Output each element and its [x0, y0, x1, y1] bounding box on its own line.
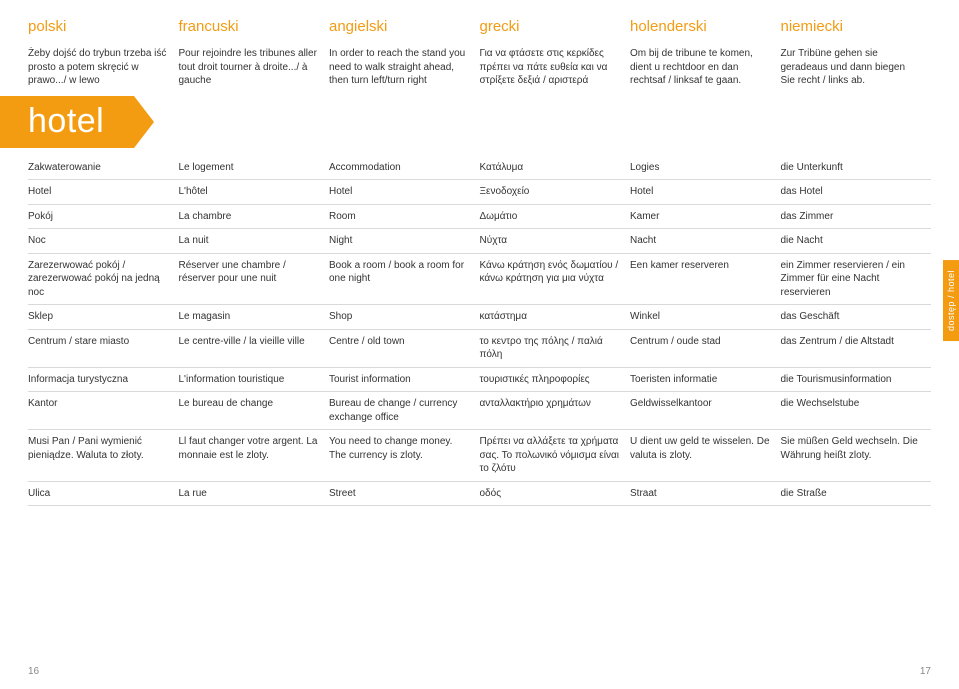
table-cell: Geldwisselkantoor — [630, 392, 781, 429]
table-cell: Ll faut changer votre argent. La monnaie… — [179, 430, 330, 481]
table-row: NocLa nuitNightΝύχταNachtdie Nacht — [28, 229, 931, 254]
table-cell: La rue — [179, 482, 330, 506]
table-cell: La chambre — [179, 205, 330, 229]
table-cell: Sklep — [28, 305, 179, 329]
table-cell: das Geschäft — [781, 305, 932, 329]
table-cell: Centrum / oude stad — [630, 330, 781, 367]
table-cell: Sie müßen Geld wechseln. Die Währung hei… — [781, 430, 932, 481]
table-cell: Le bureau de change — [179, 392, 330, 429]
table-cell: Ulica — [28, 482, 179, 506]
table-cell: das Zimmer — [781, 205, 932, 229]
table-cell: Πρέπει να αλλάξετε τα χρήματα σας. Το πο… — [480, 430, 631, 481]
table-row: Zarezerwować pokój / zarezerwować pokój … — [28, 254, 931, 306]
table-cell: Room — [329, 205, 480, 229]
intro-cell: Pour rejoindre les tribunes aller tout d… — [179, 47, 330, 88]
table-cell: κατάστημα — [480, 305, 631, 329]
table-cell: die Unterkunft — [781, 156, 932, 180]
table-cell: Δωμάτιο — [480, 205, 631, 229]
table-cell: ein Zimmer reservieren / ein Zimmer für … — [781, 254, 932, 305]
table-cell: Noc — [28, 229, 179, 253]
table-row: UlicaLa rueStreetοδόςStraatdie Straße — [28, 482, 931, 507]
table-cell: το κεντρο της πόλης / παλιά πόλη — [480, 330, 631, 367]
table-cell: Kantor — [28, 392, 179, 429]
table-cell: Shop — [329, 305, 480, 329]
table-cell: Een kamer reserveren — [630, 254, 781, 305]
table-cell: U dient uw geld te wisselen. De valuta i… — [630, 430, 781, 481]
table-row: Informacja turystycznaL'information tour… — [28, 368, 931, 393]
table-cell: Logies — [630, 156, 781, 180]
page-footer: 16 17 — [28, 666, 931, 677]
phrase-table: ZakwaterowanieLe logementAccommodationΚα… — [28, 156, 931, 507]
table-row: Musi Pan / Pani wymienić pieniądze. Walu… — [28, 430, 931, 482]
table-cell: die Straße — [781, 482, 932, 506]
header-holenderski: holenderski — [630, 18, 781, 41]
table-cell: Hotel — [630, 180, 781, 204]
header-francuski: francuski — [179, 18, 330, 41]
table-cell: Winkel — [630, 305, 781, 329]
table-cell: Informacja turystyczna — [28, 368, 179, 392]
page-number-left: 16 — [28, 666, 39, 677]
table-cell: Le magasin — [179, 305, 330, 329]
table-cell: La nuit — [179, 229, 330, 253]
table-cell: Nacht — [630, 229, 781, 253]
intro-cell: In order to reach the stand you need to … — [329, 47, 480, 88]
table-cell: Centre / old town — [329, 330, 480, 367]
table-cell: das Zentrum / die Altstadt — [781, 330, 932, 367]
table-cell: Street — [329, 482, 480, 506]
side-tab: dostęp / hotel — [943, 260, 959, 341]
table-row: ZakwaterowanieLe logementAccommodationΚα… — [28, 156, 931, 181]
table-cell: Νύχτα — [480, 229, 631, 253]
table-cell: Tourist information — [329, 368, 480, 392]
table-row: HotelL'hôtelHotelΞενοδοχείοHoteldas Hote… — [28, 180, 931, 205]
table-cell: Night — [329, 229, 480, 253]
intro-cell: Żeby dojść do trybun trzeba iść prosto a… — [28, 47, 179, 88]
table-cell: Hotel — [28, 180, 179, 204]
table-cell: Zakwaterowanie — [28, 156, 179, 180]
section-banner-wrap: hotel — [0, 96, 959, 148]
table-cell: Straat — [630, 482, 781, 506]
header-angielski: angielski — [329, 18, 480, 41]
table-cell: L'hôtel — [179, 180, 330, 204]
table-cell: Book a room / book a room for one night — [329, 254, 480, 305]
intro-row: Żeby dojść do trybun trzeba iść prosto a… — [28, 47, 931, 88]
header-niemiecki: niemiecki — [781, 18, 932, 41]
table-cell: Bureau de change / currency exchange off… — [329, 392, 480, 429]
table-cell: You need to change money. The currency i… — [329, 430, 480, 481]
table-cell: Accommodation — [329, 156, 480, 180]
table-cell: ανταλλακτήριο χρημάτων — [480, 392, 631, 429]
table-row: SklepLe magasinShopκατάστημαWinkeldas Ge… — [28, 305, 931, 330]
table-row: PokójLa chambreRoomΔωμάτιοKamerdas Zimme… — [28, 205, 931, 230]
table-cell: Hotel — [329, 180, 480, 204]
header-grecki: grecki — [480, 18, 631, 41]
table-row: Centrum / stare miastoLe centre-ville / … — [28, 330, 931, 368]
section-banner: hotel — [0, 96, 134, 148]
table-cell: Ξενοδοχείο — [480, 180, 631, 204]
table-cell: Κάνω κράτηση ενός δωματίου / κάνω κράτησ… — [480, 254, 631, 305]
table-cell: Zarezerwować pokój / zarezerwować pokój … — [28, 254, 179, 305]
intro-cell: Zur Tribüne gehen sie geradeaus und dann… — [781, 47, 932, 88]
intro-cell: Για να φτάσετε στις κερκίδες πρέπει να π… — [480, 47, 631, 88]
table-cell: Réserver une chambre / réserver pour une… — [179, 254, 330, 305]
page-number-right: 17 — [920, 666, 931, 677]
table-cell: Musi Pan / Pani wymienić pieniądze. Walu… — [28, 430, 179, 481]
table-cell: τουριστικές πληροφορίες — [480, 368, 631, 392]
table-cell: Kamer — [630, 205, 781, 229]
header-polski: polski — [28, 18, 179, 41]
language-header-row: polski francuski angielski grecki holend… — [28, 18, 931, 41]
table-cell: Le centre-ville / la vieille ville — [179, 330, 330, 367]
table-cell: das Hotel — [781, 180, 932, 204]
table-cell: die Wechselstube — [781, 392, 932, 429]
table-cell: die Nacht — [781, 229, 932, 253]
table-cell: οδός — [480, 482, 631, 506]
intro-cell: Om bij de tribune te komen, dient u rech… — [630, 47, 781, 88]
table-cell: Κατάλυμα — [480, 156, 631, 180]
table-row: KantorLe bureau de changeBureau de chang… — [28, 392, 931, 430]
table-cell: die Tourismusinformation — [781, 368, 932, 392]
table-cell: Pokój — [28, 205, 179, 229]
table-cell: Le logement — [179, 156, 330, 180]
table-cell: Centrum / stare miasto — [28, 330, 179, 367]
table-cell: L'information touristique — [179, 368, 330, 392]
table-cell: Toeristen informatie — [630, 368, 781, 392]
